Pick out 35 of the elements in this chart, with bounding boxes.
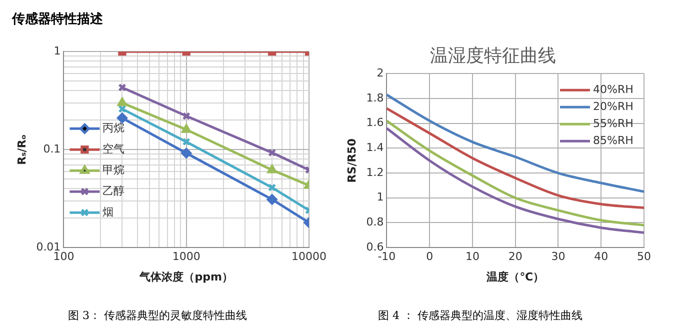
legend-label: 55%RH: [593, 116, 634, 130]
legend-label: 20%RH: [593, 100, 634, 113]
x-tick-label: 0: [426, 250, 434, 264]
legend-label: 丙烷: [102, 121, 125, 134]
x-tick-label: 10000: [292, 250, 326, 264]
legend-label: 乙醇: [102, 184, 125, 198]
x-axis-title: 温度（℃）: [486, 270, 544, 284]
y-tick-label: 1.2: [366, 166, 384, 179]
legend-label: 烟: [102, 205, 114, 218]
chart-title: 温湿度特征曲线: [430, 45, 556, 66]
chart-title: 传感器特性描述: [11, 11, 104, 28]
y-tick-label: 1.6: [366, 116, 384, 130]
legend-label: 甲烷: [102, 163, 125, 176]
y-axis-title: Rₛ/Rₒ: [15, 134, 28, 165]
x-tick-label: 50: [637, 250, 651, 264]
x-tick-label: 1000: [172, 250, 200, 264]
y-tick-label: 0.1: [43, 142, 61, 156]
y-tick-label: 1.8: [366, 91, 384, 104]
x-axis-title: 气体浓度（ppm）: [138, 270, 233, 284]
y-tick-label: 1.4: [366, 141, 384, 154]
y-tick-label: 2: [376, 66, 384, 80]
y-axis-title: RS/R50: [345, 138, 358, 183]
legend-label: 40%RH: [593, 82, 634, 96]
caption: 图 3： 传感器典型的灵敏度特性曲线: [68, 308, 247, 323]
legend-label: 空气: [102, 142, 125, 156]
legend-label: 85%RH: [593, 134, 634, 147]
y-tick-label: 0.8: [366, 216, 384, 229]
x-tick-label: 20: [508, 250, 522, 264]
x-tick-label: 30: [551, 250, 566, 264]
y-tick-label: 1: [54, 44, 61, 58]
caption: 图 4 ： 传感器典型的温度、湿度特性曲线: [378, 308, 582, 323]
y-tick-label: 1: [376, 190, 384, 204]
line-series: [386, 93, 644, 193]
x-tick-label: 40: [594, 250, 608, 264]
x-tick-label: 10: [465, 250, 480, 264]
